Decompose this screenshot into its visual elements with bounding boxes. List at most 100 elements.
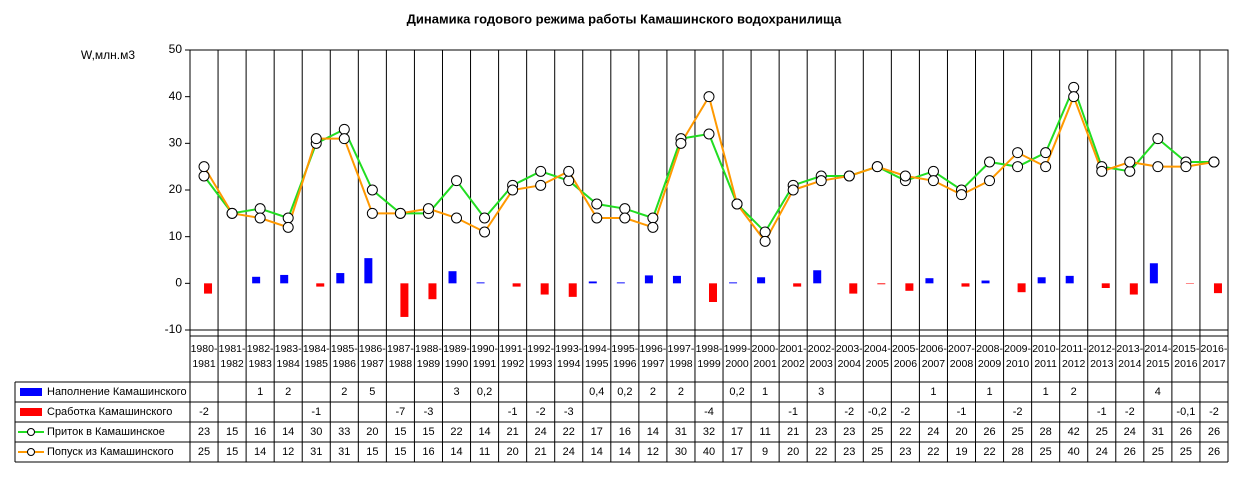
table-value: 16 bbox=[422, 446, 434, 458]
table-value: 28 bbox=[1011, 446, 1023, 458]
table-value: 24 bbox=[927, 426, 939, 438]
marker bbox=[675, 137, 687, 149]
y-tick-label: 40 bbox=[169, 89, 183, 103]
marker bbox=[1068, 91, 1080, 103]
table-value: 21 bbox=[506, 426, 518, 438]
bar bbox=[280, 274, 289, 284]
table-value: 24 bbox=[563, 446, 575, 458]
marker bbox=[1180, 161, 1192, 173]
marker bbox=[1096, 165, 1108, 177]
legend-label: Сработка Камашинского bbox=[47, 406, 172, 418]
marker bbox=[955, 189, 967, 201]
x-tick-label: 1989-1990 bbox=[443, 343, 470, 370]
table-value: 3 bbox=[818, 386, 824, 398]
x-tick-label: 1996-1997 bbox=[639, 343, 666, 370]
table-value: 40 bbox=[1068, 446, 1080, 458]
marker bbox=[451, 175, 463, 187]
marker bbox=[591, 212, 603, 224]
table-value: 30 bbox=[675, 446, 687, 458]
y-tick-label: -10 bbox=[165, 322, 183, 336]
marker bbox=[451, 212, 463, 224]
marker bbox=[563, 165, 575, 177]
table-value: 23 bbox=[815, 426, 827, 438]
x-tick-label: 2015-2016 bbox=[1172, 343, 1199, 370]
bar bbox=[672, 275, 681, 284]
marker bbox=[647, 221, 659, 233]
table-value: -1 bbox=[1097, 406, 1107, 418]
table-value: 14 bbox=[254, 446, 266, 458]
x-tick-label: 1982-1983 bbox=[247, 343, 274, 370]
line bbox=[203, 93, 1215, 244]
x-tick-label: 1991-1992 bbox=[499, 343, 526, 370]
bar bbox=[925, 278, 934, 284]
marker bbox=[647, 212, 659, 224]
table-value: 2 bbox=[285, 386, 291, 398]
marker bbox=[1068, 81, 1080, 93]
table-value: 42 bbox=[1068, 426, 1080, 438]
x-tick-label: 1994-1995 bbox=[583, 343, 610, 370]
x-tick-label: 2001-2002 bbox=[780, 343, 807, 370]
table-value: -2 bbox=[1013, 406, 1023, 418]
table-value: 2 bbox=[1071, 386, 1077, 398]
bar bbox=[428, 283, 437, 300]
y-tick-label: 50 bbox=[169, 42, 183, 56]
bar bbox=[512, 283, 521, 287]
x-tick-label: 2013-2014 bbox=[1116, 343, 1143, 370]
table-value: 24 bbox=[535, 426, 547, 438]
table-value: 1 bbox=[762, 386, 768, 398]
x-tick-label: 1997-1998 bbox=[668, 343, 695, 370]
x-tick-label: 1987-1988 bbox=[387, 343, 414, 370]
marker bbox=[1124, 165, 1136, 177]
marker bbox=[282, 221, 294, 233]
marker bbox=[731, 198, 743, 210]
marker bbox=[619, 203, 631, 215]
table-value: -3 bbox=[564, 406, 574, 418]
table-value: -0,1 bbox=[1176, 406, 1195, 418]
bar bbox=[1213, 283, 1222, 294]
bar bbox=[364, 258, 373, 284]
bar bbox=[336, 273, 345, 284]
bar bbox=[1065, 275, 1074, 284]
table-value: 11 bbox=[479, 446, 490, 458]
table-value: 0,2 bbox=[729, 386, 744, 398]
marker bbox=[1152, 161, 1164, 173]
y-axis-label: W,млн.м3 bbox=[81, 48, 135, 62]
bar bbox=[793, 283, 802, 287]
bar bbox=[813, 270, 822, 284]
table-value: 22 bbox=[563, 426, 575, 438]
legend-label: Наполнение Камашинского bbox=[47, 386, 187, 398]
x-tick-label: 2012-2013 bbox=[1088, 343, 1115, 370]
marker bbox=[1152, 133, 1164, 145]
table-value: 31 bbox=[1152, 426, 1164, 438]
x-tick-label: 2004-2005 bbox=[864, 343, 891, 370]
table-value: 11 bbox=[759, 426, 770, 438]
x-tick-label: 1998-1999 bbox=[696, 343, 723, 370]
marker bbox=[254, 212, 266, 224]
table-value: 14 bbox=[450, 446, 462, 458]
x-tick-label: 2005-2006 bbox=[892, 343, 919, 370]
marker bbox=[1124, 156, 1136, 168]
bar bbox=[981, 280, 990, 284]
x-tick-label: 2014-2015 bbox=[1144, 343, 1171, 370]
table-value: 0,2 bbox=[617, 386, 632, 398]
table-value: 23 bbox=[899, 446, 911, 458]
table-value: 12 bbox=[282, 446, 294, 458]
marker bbox=[1040, 161, 1052, 173]
table-value: 22 bbox=[899, 426, 911, 438]
table-value: 24 bbox=[1096, 446, 1108, 458]
table-value: 25 bbox=[198, 446, 210, 458]
table-value: 25 bbox=[1096, 426, 1108, 438]
table-value: 2 bbox=[678, 386, 684, 398]
table-value: 15 bbox=[226, 446, 238, 458]
marker bbox=[787, 184, 799, 196]
x-tick-label: 2002-2003 bbox=[808, 343, 835, 370]
table-value: 40 bbox=[703, 446, 715, 458]
marker bbox=[815, 175, 827, 187]
x-tick-label: 1983-1984 bbox=[275, 343, 302, 370]
line bbox=[203, 84, 1214, 234]
marker bbox=[843, 170, 855, 182]
x-tick-label: 1980-1981 bbox=[191, 343, 218, 370]
table-value: 4 bbox=[1155, 386, 1161, 398]
